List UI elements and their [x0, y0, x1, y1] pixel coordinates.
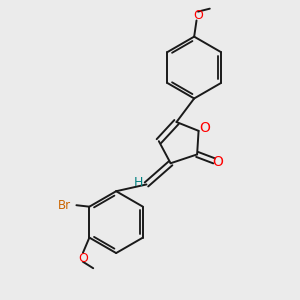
Text: O: O [212, 155, 223, 170]
Text: O: O [78, 252, 88, 265]
Text: H: H [134, 176, 143, 190]
Text: O: O [193, 9, 203, 22]
Text: O: O [200, 121, 211, 135]
Text: Br: Br [57, 199, 70, 212]
